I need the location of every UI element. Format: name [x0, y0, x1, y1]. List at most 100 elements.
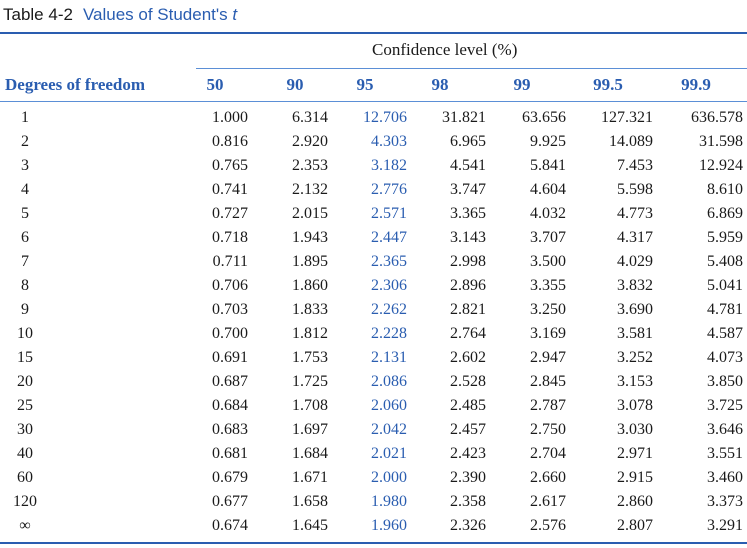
value-cell-99: 3.707 [530, 229, 566, 246]
value-cell-95: 2.306 [371, 277, 407, 294]
table-row: 1 1.000 6.314 12.706 31.821 63.656 127.321 636.… [0, 106, 747, 130]
value-cell-98: 2.602 [450, 349, 486, 366]
value-cell-99-9: 3.646 [707, 421, 743, 438]
value-cell-99-9: 3.725 [707, 397, 743, 414]
table-row: ∞ 0.674 1.645 1.960 2.326 2.576 2.807 3.291 [0, 514, 747, 538]
value-cell-99: 3.355 [530, 277, 566, 294]
value-cell-99-9: 4.587 [707, 325, 743, 342]
value-cell-98: 6.965 [450, 133, 486, 150]
column-header-99-9: 99.9 [681, 75, 711, 94]
value-cell-95: 2.776 [371, 181, 407, 198]
degrees-of-freedom-cell: 2 [21, 133, 29, 150]
value-cell-99-5: 4.029 [617, 253, 653, 270]
value-cell-99: 5.841 [530, 157, 566, 174]
value-cell-95: 2.228 [371, 325, 407, 342]
value-cell-50: 0.703 [212, 301, 248, 318]
value-cell-50: 0.700 [212, 325, 248, 342]
value-cell-95: 1.980 [371, 493, 407, 510]
value-cell-99: 2.947 [530, 349, 566, 366]
value-cell-99-5: 3.030 [617, 421, 653, 438]
value-cell-50: 0.718 [212, 229, 248, 246]
value-cell-99: 2.660 [530, 469, 566, 486]
value-cell-95: 4.303 [371, 133, 407, 150]
value-cell-99-5: 2.807 [617, 517, 653, 534]
degrees-of-freedom-cell: 10 [17, 325, 33, 342]
table-title-text: Values of Student's [82, 5, 228, 24]
value-cell-99-5: 14.089 [609, 133, 653, 150]
column-header-50: 50 [206, 75, 224, 94]
value-cell-98: 2.390 [450, 469, 486, 486]
value-cell-90: 1.812 [292, 325, 328, 342]
value-cell-90: 1.753 [292, 349, 328, 366]
value-cell-99-9: 3.551 [707, 445, 743, 462]
value-cell-95: 2.365 [371, 253, 407, 270]
value-cell-50: 0.683 [212, 421, 248, 438]
table-row: 120 0.677 1.658 1.980 2.358 2.617 2.860 3.373 [0, 490, 747, 514]
table-row: 40 0.681 1.684 2.021 2.423 2.704 2.971 3.551 [0, 442, 747, 466]
value-cell-98: 2.358 [450, 493, 486, 510]
confidence-level-header: Confidence level (%) [372, 40, 518, 59]
header-rule [0, 101, 747, 102]
degrees-of-freedom-cell: 5 [21, 205, 29, 222]
table-row: 20 0.687 1.725 2.086 2.528 2.845 3.153 3.850 [0, 370, 747, 394]
column-header-90: 90 [286, 75, 304, 94]
value-cell-95: 3.182 [371, 157, 407, 174]
value-cell-99-9: 4.781 [707, 301, 743, 318]
value-cell-98: 2.896 [450, 277, 486, 294]
value-cell-99-5: 3.153 [617, 373, 653, 390]
value-cell-98: 3.143 [450, 229, 486, 246]
value-cell-99: 4.604 [530, 181, 566, 198]
value-cell-90: 2.132 [292, 181, 328, 198]
value-cell-50: 1.000 [212, 109, 248, 126]
degrees-of-freedom-cell: 30 [17, 421, 33, 438]
degrees-of-freedom-cell: 8 [21, 277, 29, 294]
value-cell-95: 2.060 [371, 397, 407, 414]
value-cell-50: 0.677 [212, 493, 248, 510]
table-row: 4 0.741 2.132 2.776 3.747 4.604 5.598 8.610 [0, 178, 747, 202]
top-rule [0, 32, 747, 34]
value-cell-98: 3.365 [450, 205, 486, 222]
table-row: 9 0.703 1.833 2.262 2.821 3.250 3.690 4.781 [0, 298, 747, 322]
table-row: 60 0.679 1.671 2.000 2.390 2.660 2.915 3.460 [0, 466, 747, 490]
table-row: 5 0.727 2.015 2.571 3.365 4.032 4.773 6.869 [0, 202, 747, 226]
table-title: Values of Student's t [83, 5, 237, 24]
value-cell-98: 2.998 [450, 253, 486, 270]
value-cell-99-5: 4.317 [617, 229, 653, 246]
value-cell-99: 2.576 [530, 517, 566, 534]
confidence-header-underline [196, 68, 747, 69]
value-cell-95: 2.131 [371, 349, 407, 366]
table-row: 2 0.816 2.920 4.303 6.965 9.925 14.089 31.598 [0, 130, 747, 154]
table-row: 7 0.711 1.895 2.365 2.998 3.500 4.029 5.408 [0, 250, 747, 274]
column-header-95: 95 [356, 75, 374, 94]
degrees-of-freedom-cell: 9 [21, 301, 29, 318]
value-cell-50: 0.711 [212, 253, 248, 270]
value-cell-98: 4.541 [450, 157, 486, 174]
table-body: 1 1.000 6.314 12.706 31.821 63.656 127.321 636.… [0, 106, 747, 538]
value-cell-99: 2.787 [530, 397, 566, 414]
degrees-of-freedom-cell: 1 [21, 109, 29, 126]
table-caption: Table 4-2 Values of Student's t [0, 0, 747, 30]
bottom-rule [0, 542, 747, 544]
value-cell-95: 2.042 [371, 421, 407, 438]
value-cell-98: 2.485 [450, 397, 486, 414]
value-cell-95: 2.000 [371, 469, 407, 486]
value-cell-98: 2.457 [450, 421, 486, 438]
column-header-99-5: 99.5 [593, 75, 623, 94]
column-header-99: 99 [513, 75, 531, 94]
value-cell-98: 2.423 [450, 445, 486, 462]
value-cell-99-5: 3.581 [617, 325, 653, 342]
table-row: 6 0.718 1.943 2.447 3.143 3.707 4.317 5.959 [0, 226, 747, 250]
degrees-of-freedom-cell: 7 [21, 253, 29, 270]
table-row: 25 0.684 1.708 2.060 2.485 2.787 3.078 3.725 [0, 394, 747, 418]
degrees-of-freedom-cell: 25 [17, 397, 33, 414]
value-cell-99-5: 7.453 [617, 157, 653, 174]
value-cell-99-5: 5.598 [617, 181, 653, 198]
value-cell-95: 2.086 [371, 373, 407, 390]
table-row: 8 0.706 1.860 2.306 2.896 3.355 3.832 5.041 [0, 274, 747, 298]
degrees-of-freedom-cell: 60 [17, 469, 33, 486]
value-cell-50: 0.691 [212, 349, 248, 366]
value-cell-90: 1.943 [292, 229, 328, 246]
value-cell-99-9: 3.373 [707, 493, 743, 510]
value-cell-99-9: 31.598 [699, 133, 743, 150]
value-cell-99-9: 5.408 [707, 253, 743, 270]
